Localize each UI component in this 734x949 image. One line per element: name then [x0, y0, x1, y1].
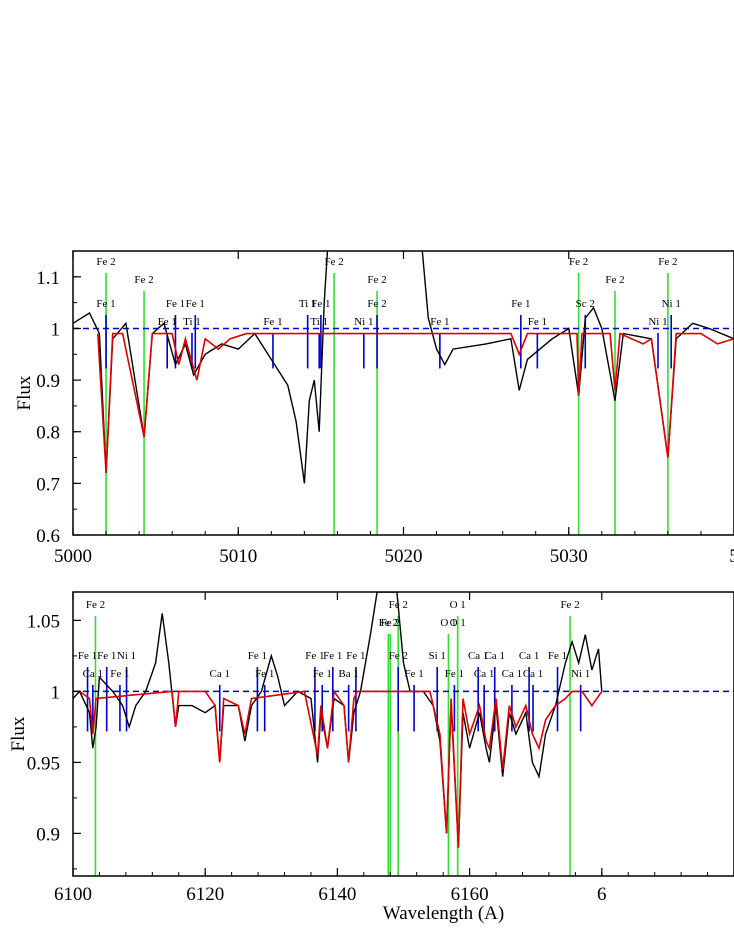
- observed-spectrum: [73, 251, 734, 484]
- y-tick-label: 0.9: [36, 824, 60, 845]
- line-label-8: Ti 1: [299, 298, 317, 310]
- y-tick-label: 0.95: [27, 753, 60, 774]
- line-label-21: Fe 1: [445, 668, 464, 680]
- line-label-3: Fe 1: [97, 650, 116, 662]
- line-label-20: O 1: [440, 617, 456, 629]
- line-label-14: Fe 2: [379, 617, 398, 629]
- line-label-13: Fe 2: [367, 274, 386, 286]
- x-tick-label: 5010: [219, 546, 257, 567]
- line-label-26: Ca 1: [484, 650, 504, 662]
- y-tick-label: 0.9: [36, 371, 60, 392]
- y-tick-label: 0.6: [36, 526, 60, 547]
- line-label-19: Sc 2: [576, 298, 595, 310]
- line-label-25: Ca 1: [474, 668, 494, 680]
- x-tick-label: 6100: [54, 884, 92, 905]
- line-label-10: Fe 1: [311, 298, 330, 310]
- line-label-23: O 1: [450, 617, 466, 629]
- line-label-32: Fe 1: [548, 650, 567, 662]
- line-label-10: Fe 1: [313, 668, 332, 680]
- plot-area: [73, 592, 734, 876]
- line-label-0: Fe 2: [96, 256, 115, 268]
- line-label-23: Ni 1: [662, 298, 681, 310]
- line-label-20: Fe 2: [605, 274, 624, 286]
- line-label-24: Ca 1: [468, 650, 488, 662]
- line-label-14: Fe 2: [367, 298, 386, 310]
- plot-area: [73, 251, 734, 535]
- y-tick-label: 1.05: [27, 611, 60, 632]
- line-label-12: Ba 1: [338, 668, 358, 680]
- line-label-31: Ni 1: [571, 668, 590, 680]
- axes-frame: [72, 250, 734, 536]
- axes-frame: [72, 591, 734, 877]
- line-label-1: Fe 2: [134, 274, 153, 286]
- line-label-30: Fe 2: [560, 599, 579, 611]
- line-label-0: Fe 2: [86, 599, 105, 611]
- line-label-9: Fe 1: [305, 650, 324, 662]
- line-label-2: Fe 1: [96, 298, 115, 310]
- y-tick-label: 1: [51, 682, 61, 703]
- line-label-27: Ca 1: [502, 668, 522, 680]
- line-label-22: Ni 1: [648, 316, 667, 328]
- x-tick-label: 5030: [550, 546, 588, 567]
- y-tick-label: 0.7: [36, 474, 60, 495]
- x-tick-label: 5020: [385, 546, 423, 567]
- line-label-17: Fe 1: [528, 316, 547, 328]
- y-axis-title: Flux: [14, 375, 35, 410]
- line-label-29: Ca 1: [523, 668, 543, 680]
- line-label-2: Ca 1: [83, 668, 103, 680]
- top-spectrum-panel: Fe 2Fe 2Fe 1Fe 1Fe 1Ti 1Fe 1Fe 1Ti 1Ti 1…: [14, 250, 734, 567]
- line-label-6: Fe 1: [186, 298, 205, 310]
- line-label-22: O 1: [450, 599, 466, 611]
- line-label-28: Ca 1: [519, 650, 539, 662]
- x-tick-label: 5000: [54, 546, 92, 567]
- y-axis-title: Flux: [8, 716, 29, 751]
- line-label-4: Fe 1: [166, 298, 185, 310]
- line-label-7: Fe 1: [263, 316, 282, 328]
- line-label-8: Fe 1: [255, 668, 274, 680]
- x-tick-label: 6120: [186, 884, 224, 905]
- line-label-7: Fe 1: [248, 650, 267, 662]
- line-label-11: Fe 1: [323, 650, 342, 662]
- line-label-13: Fe 1: [346, 650, 365, 662]
- x-tick-label: 6140: [318, 884, 356, 905]
- synthetic-spectrum: [97, 332, 734, 474]
- line-label-21: Fe 2: [658, 256, 677, 268]
- line-label-15: Fe 2: [381, 617, 400, 629]
- x-tick-label: 5: [729, 546, 734, 567]
- line-label-4: Fe 1: [110, 668, 129, 680]
- y-tick-label: 1: [51, 319, 61, 340]
- y-tick-label: 1.1: [36, 268, 60, 289]
- line-label-5: Ni 1: [117, 650, 136, 662]
- bottom-spectrum-panel: Fe 2Fe 1Ca 1Fe 1Fe 1Ni 1Ca 1Fe 1Fe 1Fe 1…: [8, 591, 734, 924]
- x-tick-label: 6160: [451, 884, 489, 905]
- line-label-17: Fe 2: [389, 650, 408, 662]
- line-label-16: Fe 1: [511, 298, 530, 310]
- line-label-19: Si 1: [428, 650, 445, 662]
- line-label-18: Fe 1: [404, 668, 423, 680]
- line-label-18: Fe 2: [569, 256, 588, 268]
- line-label-12: Ni 1: [354, 316, 373, 328]
- line-label-16: Fe 2: [389, 599, 408, 611]
- observed-spectrum: [73, 592, 603, 848]
- synthetic-spectrum: [79, 689, 603, 848]
- line-label-3: Fe 1: [158, 316, 177, 328]
- y-tick-label: 0.8: [36, 423, 60, 444]
- line-label-9: Ti 1: [310, 316, 328, 328]
- line-label-1: Fe 1: [78, 650, 97, 662]
- x-axis-title: Wavelength (A): [383, 903, 504, 924]
- line-label-15: Fe 1: [430, 316, 449, 328]
- line-label-11: Fe 2: [324, 256, 343, 268]
- line-label-5: Ti 1: [183, 316, 201, 328]
- line-label-6: Ca 1: [209, 668, 229, 680]
- x-tick-label: 6: [597, 884, 607, 905]
